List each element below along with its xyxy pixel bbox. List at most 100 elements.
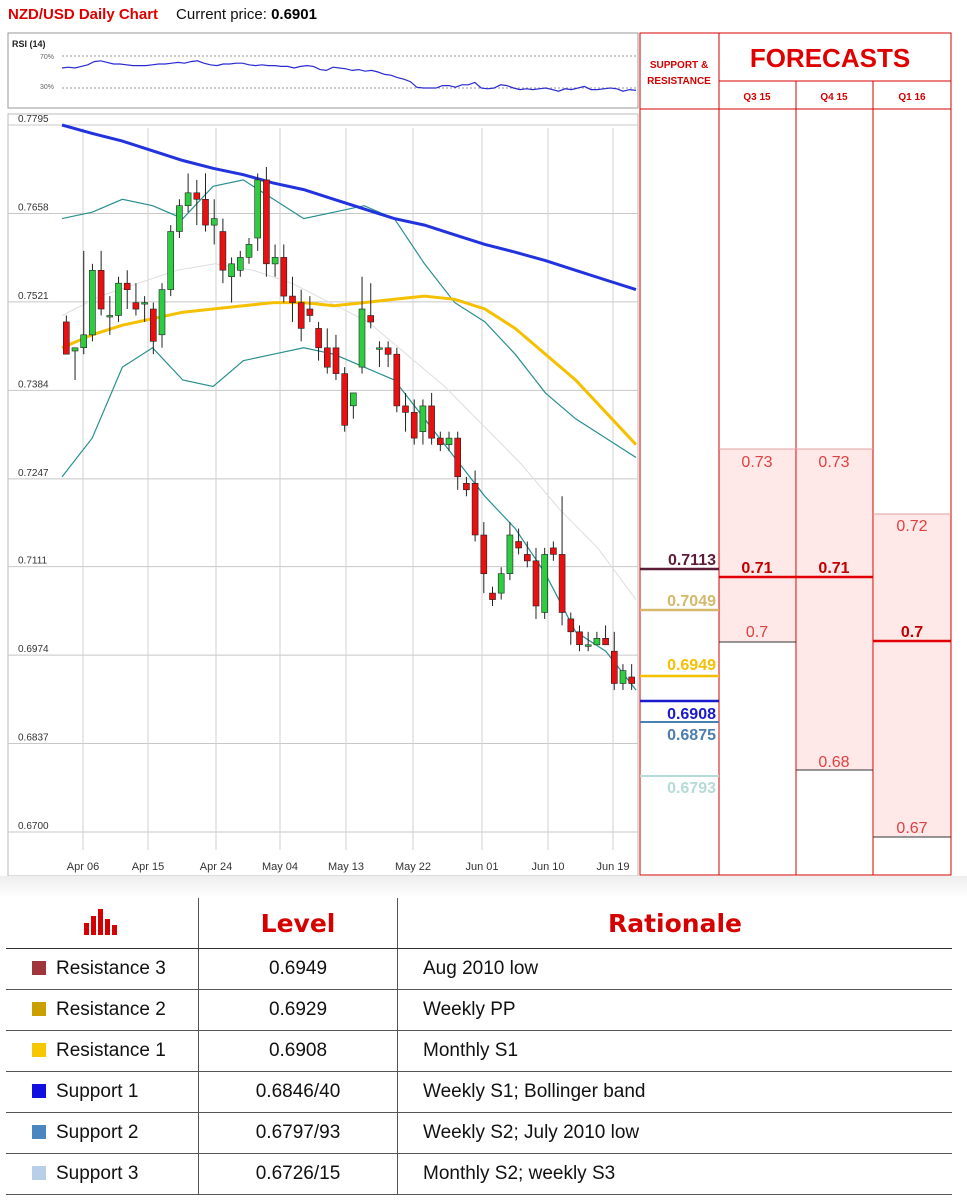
row-color-swatch	[32, 1166, 46, 1180]
candle	[219, 218, 227, 284]
candle	[541, 547, 549, 619]
candle-body-bull	[184, 192, 192, 207]
forecast-q4-low: 0.68	[818, 754, 849, 771]
candle-body-bear	[454, 437, 462, 478]
bollinger-lower-line	[61, 347, 637, 691]
candle	[619, 664, 627, 690]
candle-body-bear	[428, 405, 435, 439]
candle-body-bear	[489, 592, 496, 600]
row-color-swatch	[32, 961, 46, 975]
candle-body-bull	[358, 308, 366, 368]
candle	[341, 367, 349, 432]
candle	[384, 341, 392, 368]
candle	[367, 283, 375, 329]
candle	[97, 250, 105, 316]
x-tick-label: May 13	[328, 861, 364, 873]
row-name: Resistance 3	[56, 958, 166, 979]
y-tick-label: 0.6974	[18, 644, 49, 655]
candle-body-bear	[532, 560, 540, 607]
candle-body-bull	[228, 263, 235, 277]
candle-body-bull	[506, 534, 514, 575]
candle	[393, 347, 401, 413]
candle-body-bull	[376, 347, 383, 350]
row-color-swatch	[32, 1043, 46, 1057]
candle-body-bull	[89, 269, 96, 336]
candle	[254, 173, 261, 251]
candle-body-bull	[593, 637, 601, 646]
x-tick-label: Jun 01	[465, 861, 498, 873]
forecast-zone-q1	[874, 514, 951, 837]
candle-body-bull	[167, 231, 174, 290]
table-row: Support 2 0.6797/93 Weekly S2; July 2010…	[6, 1112, 952, 1154]
row-color-swatch	[32, 1084, 46, 1098]
row-name: Resistance 1	[56, 1040, 166, 1061]
candle	[558, 496, 566, 626]
forecast-q4-mid: 0.71	[818, 560, 849, 577]
candle	[184, 173, 192, 213]
y-tick-label: 0.6837	[18, 733, 49, 744]
candle-body-bear	[263, 179, 270, 265]
candle	[445, 431, 453, 452]
candle-body-bear	[219, 231, 227, 271]
candle-body-bear	[323, 347, 331, 368]
candle	[402, 392, 409, 432]
candle-body-bear	[132, 302, 140, 310]
candle-body-bear	[150, 308, 157, 342]
row-rationale: Weekly S2; July 2010 low	[397, 1112, 952, 1154]
candle	[610, 631, 618, 690]
candle	[306, 296, 314, 322]
chart-svg: RSI (14) 70% 30% 0.7795 0.7658 0.7521 0.738…	[7, 32, 952, 876]
bollinger-middle-line	[61, 263, 637, 600]
candle	[428, 392, 435, 445]
y-tick-label: 0.7795	[18, 114, 49, 125]
candle	[289, 276, 296, 322]
candle-body-bull	[210, 218, 218, 226]
candle-body-bull	[419, 405, 427, 432]
candle-body-bear	[480, 534, 488, 575]
candle	[576, 625, 583, 652]
candle-body-bear	[602, 637, 609, 646]
candle-body-bear	[628, 676, 636, 684]
chart-icon-cell	[6, 898, 199, 949]
current-price: 0.6901	[271, 6, 317, 23]
row-rationale: Aug 2010 low	[397, 948, 952, 990]
x-tick-label: Apr 24	[200, 861, 232, 873]
candle	[193, 179, 201, 226]
candle-body-bull	[349, 392, 357, 407]
candle	[471, 470, 479, 542]
candle-body-bull	[106, 315, 114, 318]
x-tick-label: Apr 06	[67, 861, 99, 873]
y-tick-label: 0.7384	[18, 379, 49, 390]
candle	[123, 270, 131, 310]
candle	[454, 431, 462, 490]
quarter-q1-label: Q1 16	[898, 92, 926, 103]
candle	[593, 631, 601, 646]
candle-body-bull	[271, 257, 279, 265]
candle-body-bear	[306, 308, 314, 316]
candle	[515, 528, 522, 555]
rsi-level-30: 30%	[40, 84, 54, 91]
forecast-q3-high: 0.73	[741, 454, 772, 471]
candle-body-bear	[297, 302, 305, 329]
forecast-q4-high: 0.73	[818, 454, 849, 471]
candle	[167, 225, 174, 297]
candle	[550, 541, 557, 561]
candle-body-bear	[610, 650, 618, 684]
candle-body-bear	[332, 347, 340, 374]
rsi-line	[61, 60, 637, 92]
row-level: 0.6949	[198, 948, 398, 990]
candle	[602, 625, 609, 646]
candle	[89, 263, 96, 342]
forecast-q1-mid: 0.7	[901, 624, 923, 641]
sr-label-0.6793: 0.6793	[667, 780, 716, 797]
candle	[410, 399, 418, 445]
sr-label-0.7113: 0.7113	[668, 552, 716, 569]
candle-body-bull	[584, 644, 592, 647]
candle-body-bear	[471, 482, 479, 536]
candle	[297, 289, 305, 342]
candle-body-bear	[523, 554, 531, 562]
candle-body-bear	[567, 618, 575, 633]
candle-body-bear	[550, 547, 557, 555]
level-header: Level	[198, 898, 398, 949]
forecast-zone-q4	[797, 449, 873, 770]
